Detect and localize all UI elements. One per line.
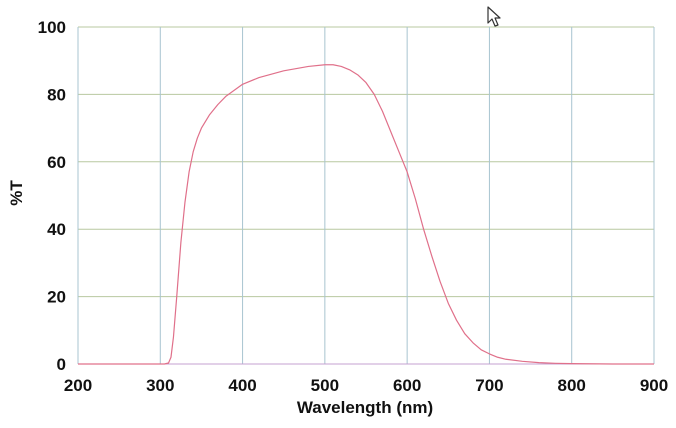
x-tick-label: 400 [228,376,256,395]
grid [77,26,655,364]
x-tick-label: 900 [640,376,668,395]
x-axis-title: Wavelength (nm) [297,398,433,417]
x-tick-label: 700 [475,376,503,395]
y-axis-title: %T [7,180,26,206]
y-tick-label: 20 [47,288,66,307]
y-tick-label: 80 [47,85,66,104]
x-tick-label: 800 [558,376,586,395]
y-tick-label: 40 [47,220,66,239]
mouse-pointer-icon [487,6,501,27]
x-tick-label: 200 [64,376,92,395]
x-tick-label: 500 [311,376,339,395]
tick-labels: 0 20 40 60 80 100 200 300 400 500 600 700 800 900 [38,18,669,395]
series-layer [78,64,654,365]
y-tick-label: 100 [38,18,66,37]
y-tick-label: 60 [47,153,66,172]
x-tick-label: 300 [146,376,174,395]
y-tick-label: 0 [57,355,66,374]
x-tick-label: 600 [393,376,421,395]
transmission-curve [78,64,654,365]
